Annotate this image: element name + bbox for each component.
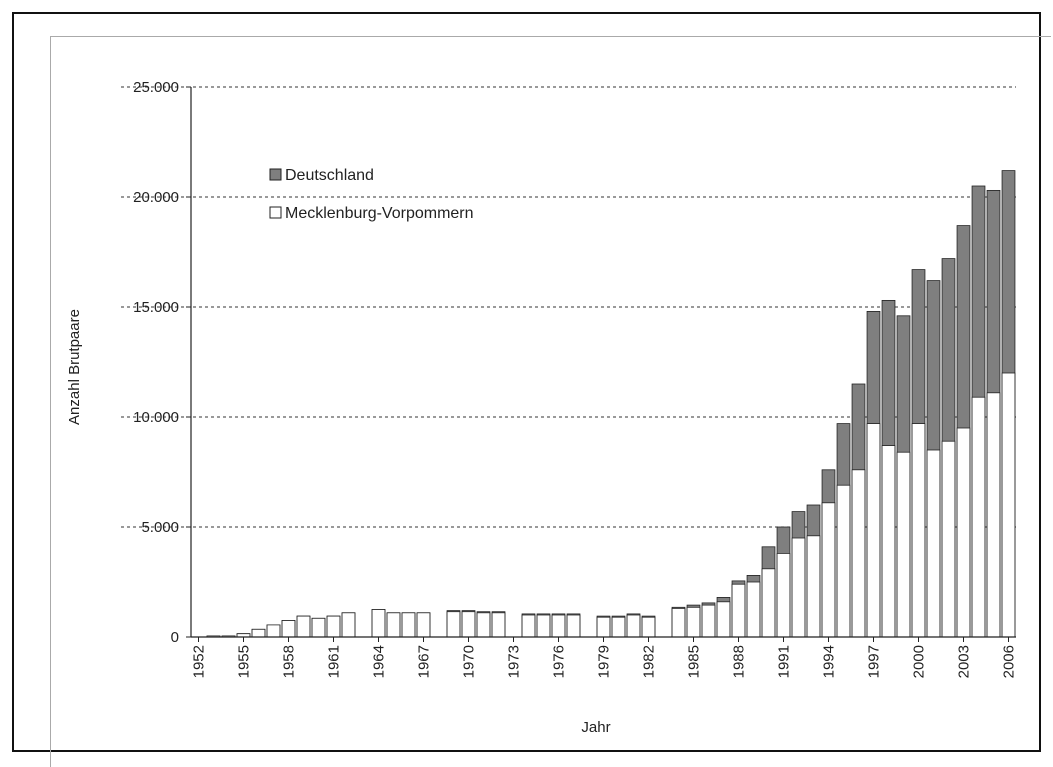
x-tick-label: 1952 [191, 645, 208, 678]
bar-mecklenburg-vorpommern [266, 624, 281, 638]
bar-mecklenburg-vorpommern [371, 609, 386, 638]
bar-mecklenburg-vorpommern [296, 615, 311, 638]
y-axis-label: Anzahl Brutpaare [66, 309, 83, 425]
bar-mecklenburg-vorpommern [536, 614, 551, 638]
bar-mecklenburg-vorpommern [386, 612, 401, 638]
bar-mecklenburg-vorpommern [701, 604, 716, 638]
bar-mecklenburg-vorpommern [596, 616, 611, 638]
x-tick-label: 1976 [551, 645, 568, 678]
bar-mecklenburg-vorpommern [611, 616, 626, 638]
bar-mecklenburg-vorpommern [716, 601, 731, 638]
x-tick-label: 1982 [641, 645, 658, 678]
legend-swatch-mv [269, 206, 282, 219]
bar-mecklenburg-vorpommern [926, 449, 941, 638]
bar-mecklenburg-vorpommern [341, 612, 356, 638]
bar-mecklenburg-vorpommern [521, 614, 536, 638]
bar-mecklenburg-vorpommern [971, 396, 986, 638]
x-tick-label: 1997 [866, 645, 883, 678]
y-tick-label: 5.000 [141, 519, 179, 536]
bar-mecklenburg-vorpommern [986, 392, 1001, 638]
bar-mecklenburg-vorpommern [551, 614, 566, 638]
bar-mecklenburg-vorpommern [461, 611, 476, 638]
bar-mecklenburg-vorpommern [761, 568, 776, 638]
y-tick-label: 0 [171, 629, 179, 646]
x-axis-ticks: 1952 1955 1958 1961 1964 1967 1970 1973 1976 1979… [191, 637, 1018, 678]
legend-swatch-deutschland [269, 168, 282, 181]
bar-mecklenburg-vorpommern [791, 537, 806, 638]
legend-label-mv: Mecklenburg-Vorpommern [285, 205, 474, 222]
y-tick-label: 10.000 [133, 409, 179, 426]
chart-panel: 0 5.000 10.000 15.000 20.000 25.000 1952 1955 1… [50, 36, 1051, 767]
bar-mecklenburg-vorpommern [1001, 372, 1016, 638]
bar-mecklenburg-vorpommern [686, 606, 701, 638]
bar-mecklenburg-vorpommern [956, 427, 971, 638]
bar-mecklenburg-vorpommern [911, 423, 926, 638]
bar-mecklenburg-vorpommern [416, 612, 431, 638]
bar-mecklenburg-vorpommern [476, 612, 491, 638]
y-tick-label: 25.000 [133, 79, 179, 96]
bar-mecklenburg-vorpommern [746, 581, 761, 638]
x-axis-label: Jahr [581, 719, 610, 736]
bar-mecklenburg-vorpommern [806, 535, 821, 638]
y-axis-ticks: 0 5.000 10.000 15.000 20.000 25.000 [133, 79, 191, 646]
x-tick-label: 2000 [911, 645, 928, 678]
x-tick-label: 2006 [1001, 645, 1018, 678]
bar-mecklenburg-vorpommern [446, 611, 461, 638]
x-tick-label: 1979 [596, 645, 613, 678]
bar-mecklenburg-vorpommern [941, 440, 956, 638]
x-tick-label: 1955 [236, 645, 253, 678]
bars [206, 170, 1016, 638]
x-tick-label: 1958 [281, 645, 298, 678]
bar-mecklenburg-vorpommern [311, 617, 326, 638]
x-tick-label: 1994 [821, 645, 838, 678]
x-tick-label: 1964 [371, 645, 388, 678]
x-tick-label: 1991 [776, 645, 793, 678]
bar-mecklenburg-vorpommern [281, 620, 296, 638]
bar-mecklenburg-vorpommern [851, 469, 866, 638]
bar-mecklenburg-vorpommern [671, 608, 686, 638]
x-tick-label: 1967 [416, 645, 433, 678]
legend: Deutschland Mecklenburg-Vorpommern [269, 167, 474, 222]
x-tick-label: 1988 [731, 645, 748, 678]
x-tick-label: 1985 [686, 645, 703, 678]
bar-mecklenburg-vorpommern [566, 614, 581, 638]
bar-mecklenburg-vorpommern [326, 615, 341, 638]
bar-mecklenburg-vorpommern [836, 484, 851, 638]
bar-mecklenburg-vorpommern [626, 614, 641, 638]
bar-mecklenburg-vorpommern [491, 612, 506, 638]
x-tick-label: 1970 [461, 645, 478, 678]
bar-mecklenburg-vorpommern [821, 502, 836, 638]
bar-mecklenburg-vorpommern [881, 445, 896, 638]
bar-mecklenburg-vorpommern [641, 616, 656, 638]
bar-mecklenburg-vorpommern [401, 612, 416, 638]
bar-mecklenburg-vorpommern [896, 451, 911, 638]
figure-frame: 0 5.000 10.000 15.000 20.000 25.000 1952 1955 1… [12, 12, 1051, 767]
bar-mecklenburg-vorpommern [776, 553, 791, 638]
bar-mecklenburg-vorpommern [251, 628, 266, 638]
bar-mecklenburg-vorpommern [866, 423, 881, 638]
x-tick-label: 1973 [506, 645, 523, 678]
bar-mecklenburg-vorpommern [731, 583, 746, 638]
y-tick-label: 15.000 [133, 299, 179, 316]
y-tick-label: 20.000 [133, 189, 179, 206]
x-tick-label: 2003 [956, 645, 973, 678]
x-tick-label: 1961 [326, 645, 343, 678]
legend-label-deutschland: Deutschland [285, 167, 374, 184]
